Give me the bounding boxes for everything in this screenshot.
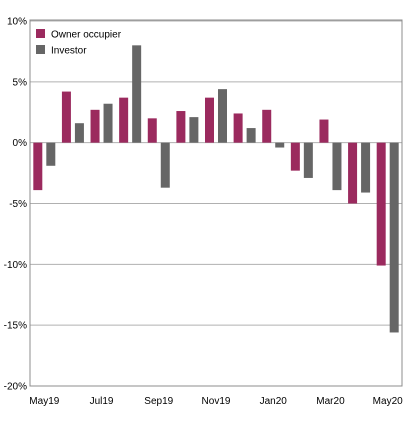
bar-owner-occupier-mar20 xyxy=(319,119,329,143)
bar-owner-occupier-jan20 xyxy=(262,109,272,143)
x-tick-label: Jan20 xyxy=(260,396,288,407)
legend-swatch xyxy=(36,29,45,38)
bar-investor-nov19 xyxy=(218,89,227,143)
y-tick-label: -10% xyxy=(4,260,27,271)
y-tick-label: -5% xyxy=(9,199,27,210)
bar-investor-oct19 xyxy=(189,117,199,143)
bar-investor-jun19 xyxy=(74,123,84,143)
legend-swatch xyxy=(36,45,45,54)
bar-owner-occupier-dec19 xyxy=(233,113,243,143)
bar-investor-feb20 xyxy=(303,142,313,178)
bar-owner-occupier-feb20 xyxy=(290,142,300,171)
bar-investor-may20 xyxy=(389,142,399,333)
bar-owner-occupier-may20 xyxy=(376,142,386,266)
x-tick-label: Sep19 xyxy=(144,396,173,407)
x-tick-label: May19 xyxy=(29,396,59,407)
bar-investor-mar20 xyxy=(332,142,342,191)
bar-investor-aug19 xyxy=(132,45,142,143)
bar-investor-jul19 xyxy=(103,103,113,143)
legend: Owner occupier Investor xyxy=(36,29,122,57)
bar-owner-occupier-sep19 xyxy=(147,118,157,143)
x-tick-label: Mar20 xyxy=(316,396,345,407)
bar-investor-may19 xyxy=(46,142,56,166)
legend-label: Investor xyxy=(51,46,87,57)
bar-owner-occupier-jun19 xyxy=(61,91,71,143)
y-tick-label: 10% xyxy=(7,17,27,28)
bar-owner-occupier-nov19 xyxy=(205,97,214,143)
bar-investor-jan20 xyxy=(275,142,285,148)
plot-frame xyxy=(29,19,403,387)
x-tick-label: May20 xyxy=(373,396,403,407)
bar-owner-occupier-aug19 xyxy=(119,97,129,143)
x-tick-label: Nov19 xyxy=(202,396,231,407)
bar-investor-sep19 xyxy=(160,142,170,188)
y-tick-label: -15% xyxy=(4,321,27,332)
bar-owner-occupier-jul19 xyxy=(90,109,100,143)
bar-owner-occupier-apr20 xyxy=(348,142,358,204)
bars xyxy=(33,45,399,333)
axes: 10% 5% 0% -5% -10% -15% -20%May19 Jul19 Sep19 Nov… xyxy=(4,17,403,408)
y-tick-label: 0% xyxy=(13,138,28,149)
bar-investor-dec19 xyxy=(246,128,256,143)
y-tick-label: -20% xyxy=(4,382,27,393)
bar-investor-apr20 xyxy=(361,142,371,193)
legend-label: Owner occupier xyxy=(51,30,122,41)
x-tick-label: Jul19 xyxy=(90,396,114,407)
bar-owner-occupier-may19 xyxy=(33,142,43,191)
y-tick-label: 5% xyxy=(13,77,28,88)
bar-owner-occupier-oct19 xyxy=(176,111,186,143)
